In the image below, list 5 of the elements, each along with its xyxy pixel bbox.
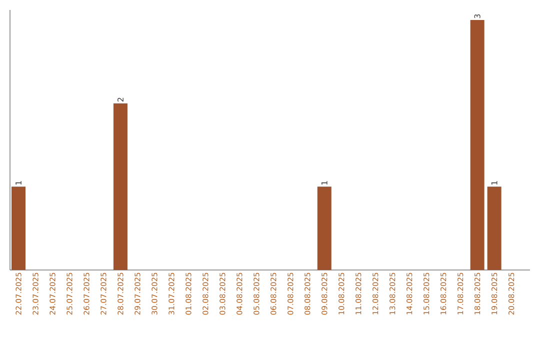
data-label: 1 — [491, 181, 498, 185]
data-label: 1 — [16, 181, 22, 185]
data-label: 3 — [474, 14, 480, 18]
data-label: 1 — [321, 181, 328, 185]
data-label: 2 — [117, 98, 124, 102]
